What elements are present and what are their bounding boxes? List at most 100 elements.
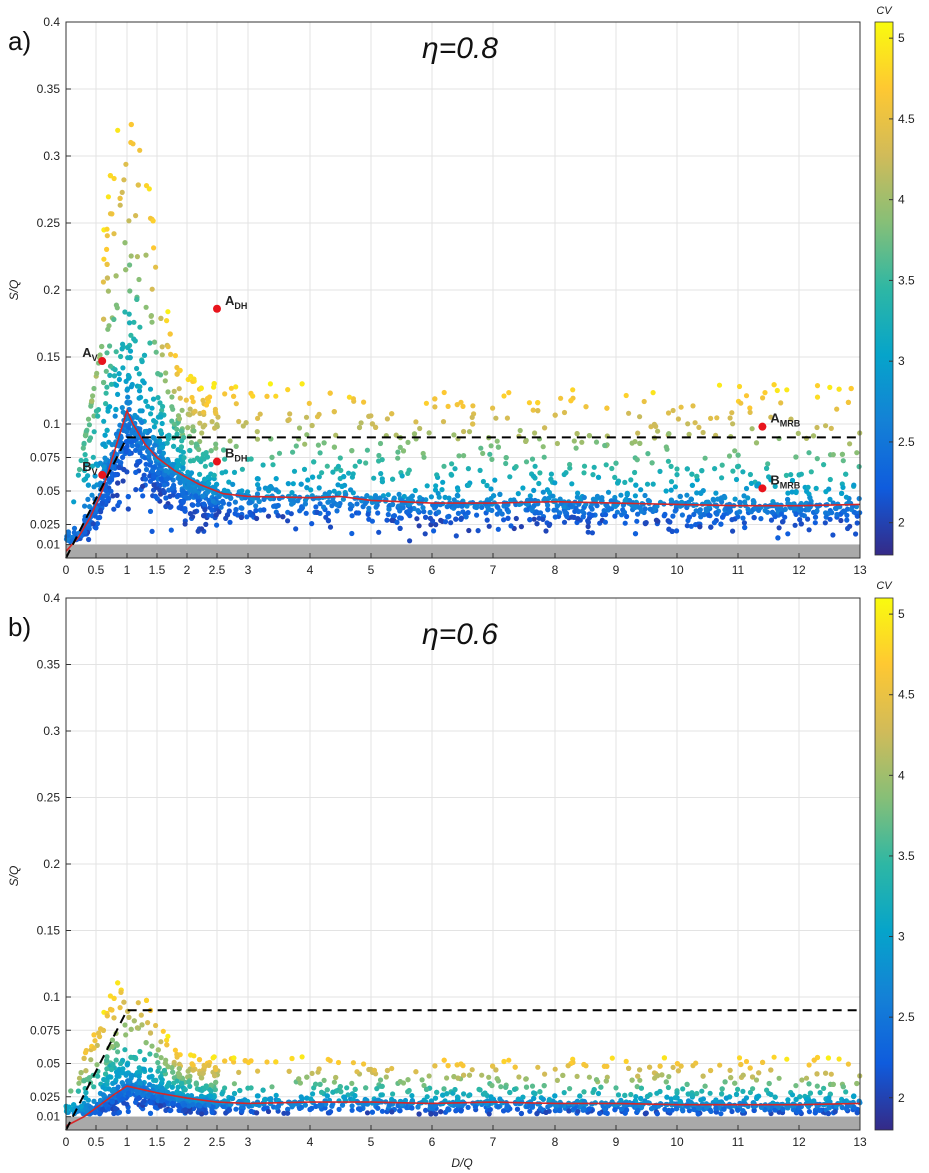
scatter-point bbox=[210, 1110, 215, 1115]
scatter-point bbox=[115, 1043, 120, 1048]
scatter-point bbox=[397, 515, 402, 520]
scatter-point bbox=[151, 245, 156, 250]
scatter-point bbox=[82, 1056, 87, 1061]
scatter-point bbox=[487, 452, 492, 457]
scatter-point bbox=[545, 507, 550, 512]
scatter-point bbox=[821, 1086, 826, 1091]
scatter-point bbox=[122, 309, 127, 314]
scatter-point bbox=[204, 402, 209, 407]
scatter-point bbox=[666, 1108, 671, 1113]
scatter-point bbox=[845, 526, 850, 531]
scatter-point bbox=[498, 1084, 503, 1089]
scatter-point bbox=[151, 482, 156, 487]
scatter-point bbox=[741, 493, 746, 498]
highlight-label: AV bbox=[82, 345, 97, 363]
scatter-point bbox=[332, 1080, 337, 1085]
scatter-point bbox=[92, 429, 97, 434]
scatter-point bbox=[793, 454, 798, 459]
scatter-point bbox=[737, 500, 742, 505]
scatter-point bbox=[762, 390, 767, 395]
scatter-point bbox=[467, 429, 472, 434]
scatter-point bbox=[299, 506, 304, 511]
scatter-point bbox=[535, 1101, 540, 1106]
scatter-point bbox=[676, 416, 681, 421]
scatter-point bbox=[164, 1038, 169, 1043]
scatter-point bbox=[719, 475, 724, 480]
scatter-point bbox=[212, 473, 217, 478]
scatter-point bbox=[134, 366, 139, 371]
scatter-point bbox=[553, 413, 558, 418]
scatter-point bbox=[102, 456, 107, 461]
scatter-point bbox=[106, 323, 111, 328]
scatter-point bbox=[772, 1055, 777, 1060]
scatter-point bbox=[729, 517, 734, 522]
scatter-point bbox=[758, 516, 763, 521]
scatter-point bbox=[124, 449, 129, 454]
scatter-point bbox=[286, 481, 291, 486]
scatter-point bbox=[622, 1093, 627, 1098]
scatter-point bbox=[455, 493, 460, 498]
scatter-point bbox=[794, 490, 799, 495]
scatter-point bbox=[535, 400, 540, 405]
scatter-point bbox=[849, 386, 854, 391]
scatter-point bbox=[171, 444, 176, 449]
scatter-point bbox=[691, 512, 696, 517]
scatter-point bbox=[255, 416, 260, 421]
scatter-point bbox=[407, 538, 412, 543]
scatter-point bbox=[729, 410, 734, 415]
scatter-point bbox=[344, 1085, 349, 1090]
scatter-point bbox=[115, 980, 120, 985]
scatter-point bbox=[855, 514, 860, 519]
scatter-point bbox=[318, 450, 323, 455]
scatter-point bbox=[88, 404, 93, 409]
scatter-point bbox=[108, 364, 113, 369]
scatter-point bbox=[165, 309, 170, 314]
scatter-point bbox=[126, 506, 131, 511]
scatter-point bbox=[486, 1075, 491, 1080]
scatter-point bbox=[723, 1079, 728, 1084]
scatter-point bbox=[350, 1108, 355, 1113]
scatter-point bbox=[202, 477, 207, 482]
scatter-point bbox=[201, 410, 206, 415]
scatter-point bbox=[581, 514, 586, 519]
scatter-point bbox=[592, 1087, 597, 1092]
colorbar-label-a: CV bbox=[876, 5, 893, 17]
scatter-point bbox=[481, 479, 486, 484]
highlight-label: BV bbox=[82, 459, 97, 477]
scatter-point bbox=[285, 518, 290, 523]
scatter-point bbox=[227, 502, 232, 507]
scatter-point bbox=[532, 1091, 537, 1096]
scatter-point bbox=[154, 350, 159, 355]
scatter-point bbox=[482, 1091, 487, 1096]
scatter-point bbox=[349, 1081, 354, 1086]
scatter-point bbox=[541, 1097, 546, 1102]
scatter-point bbox=[166, 433, 171, 438]
scatter-point bbox=[297, 425, 302, 430]
scatter-point bbox=[357, 425, 362, 430]
scatter-point bbox=[553, 1067, 558, 1072]
highlight-point bbox=[758, 423, 766, 431]
scatter-point bbox=[423, 1108, 428, 1113]
scatter-point bbox=[183, 509, 188, 514]
scatter-point bbox=[733, 497, 738, 502]
scatter-point bbox=[310, 475, 315, 480]
scatter-point bbox=[332, 409, 337, 414]
scatter-point bbox=[76, 473, 81, 478]
scatter-point bbox=[592, 465, 597, 470]
scatter-point bbox=[466, 483, 471, 488]
scatter-point bbox=[361, 400, 366, 405]
scatter-point bbox=[540, 517, 545, 522]
shaded-band-a bbox=[66, 545, 860, 558]
scatter-point bbox=[133, 487, 138, 492]
scatter-point bbox=[788, 472, 793, 477]
scatter-point bbox=[163, 378, 168, 383]
scatter-point bbox=[197, 472, 202, 477]
scatter-point bbox=[413, 1069, 418, 1074]
scatter-point bbox=[708, 416, 713, 421]
scatter-point bbox=[748, 472, 753, 477]
scatter-point bbox=[239, 1109, 244, 1114]
scatter-point bbox=[567, 466, 572, 471]
scatter-point bbox=[632, 505, 637, 510]
scatter-point bbox=[543, 528, 548, 533]
